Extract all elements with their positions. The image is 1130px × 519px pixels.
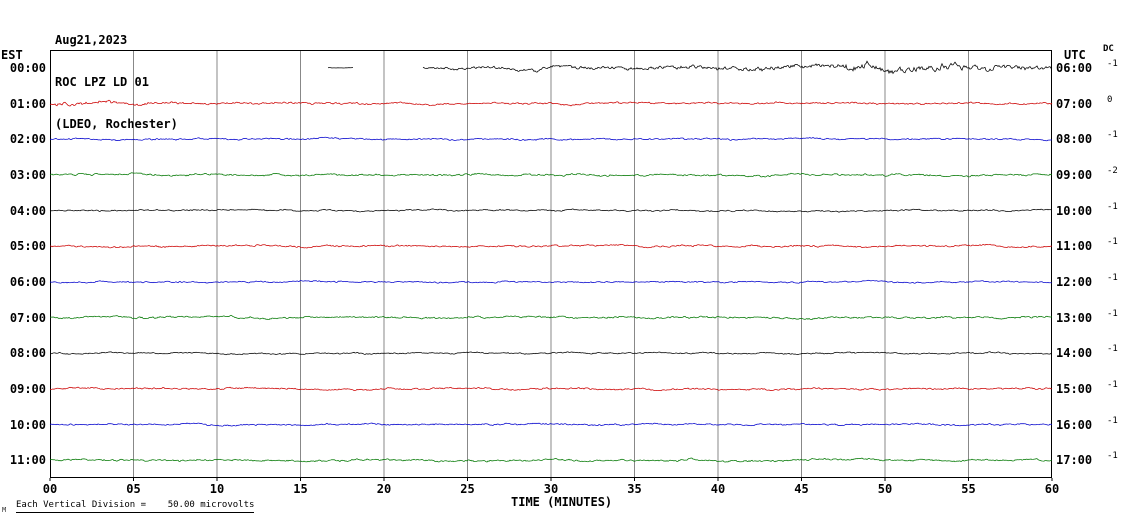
dc-value: -1 <box>1107 272 1118 283</box>
est-time-label: 11:00 <box>9 453 46 468</box>
utc-time-label: 16:00 <box>1056 417 1093 432</box>
corner-mark: M <box>2 506 7 514</box>
x-axis-title: TIME (MINUTES) <box>511 495 613 509</box>
trace-0000 <box>327 60 1053 75</box>
x-tick-label: 30 <box>543 482 559 496</box>
trace-0200 <box>49 136 1053 142</box>
x-tick-label: 15 <box>293 482 308 496</box>
utc-time-label: 17:00 <box>1056 453 1093 468</box>
plot-border <box>50 50 1052 478</box>
scale-note: Each Vertical Division = 50.00 microvolt… <box>16 500 255 513</box>
est-time-label: 01:00 <box>9 96 46 111</box>
utc-time-label: 08:00 <box>1056 132 1093 147</box>
est-time-label: 09:00 <box>9 381 46 396</box>
utc-time-label: 15:00 <box>1056 381 1093 396</box>
est-time-label: 06:00 <box>9 274 46 289</box>
est-time-label: 04:00 <box>9 203 46 218</box>
dc-value: -1 <box>1107 379 1118 390</box>
x-tick-label: 40 <box>710 482 726 496</box>
dc-value: -1 <box>1107 201 1118 212</box>
est-axis-label: EST <box>1 48 23 62</box>
utc-time-label: 07:00 <box>1056 96 1093 111</box>
dc-value: 0 <box>1107 94 1113 105</box>
dc-value: -1 <box>1107 237 1118 248</box>
est-time-label: 05:00 <box>9 239 46 254</box>
est-time-label: 10:00 <box>9 417 46 432</box>
header-date: Aug21,2023 <box>55 33 128 47</box>
utc-axis-label: UTC <box>1064 48 1086 62</box>
dc-value: -1 <box>1107 415 1118 426</box>
trace-0800 <box>49 351 1053 356</box>
trace-0900 <box>49 386 1053 392</box>
est-time-label: 08:00 <box>9 346 46 361</box>
x-tick-label: 55 <box>961 482 976 496</box>
utc-time-label: 10:00 <box>1056 203 1093 218</box>
trace-1100 <box>49 457 1053 463</box>
x-tick-label: 10 <box>209 482 225 496</box>
utc-time-label: 06:00 <box>1056 60 1093 75</box>
trace-0500 <box>49 243 1053 249</box>
dc-value: -2 <box>1107 165 1118 176</box>
trace-0600 <box>49 279 1053 284</box>
trace-0300 <box>49 172 1053 178</box>
x-tick-label: 45 <box>794 482 809 496</box>
trace-1000 <box>49 422 1053 427</box>
dc-value: -1 <box>1107 344 1118 355</box>
est-time-label: 07:00 <box>9 310 46 325</box>
dc-value: -1 <box>1107 58 1118 69</box>
plot-header: Aug21,2023 ROC LPZ LD 01 (LDEO, Rocheste… <box>55 5 178 159</box>
dc-value: -1 <box>1107 308 1118 319</box>
x-tick-label: 05 <box>126 482 141 496</box>
utc-time-label: 12:00 <box>1056 274 1093 289</box>
utc-time-label: 13:00 <box>1056 310 1093 325</box>
est-time-label: 00:00 <box>9 60 46 75</box>
x-tick-label: 00 <box>42 482 58 496</box>
x-tick-label: 20 <box>376 482 392 496</box>
x-tick-label: 60 <box>1044 482 1060 496</box>
utc-time-label: 11:00 <box>1056 239 1093 254</box>
trace-0100 <box>49 99 1053 107</box>
header-station-location: (LDEO, Rochester) <box>55 117 178 131</box>
trace-0400 <box>49 208 1053 213</box>
x-tick-label: 35 <box>627 482 642 496</box>
est-time-label: 03:00 <box>9 167 46 182</box>
dc-value: -1 <box>1107 451 1118 462</box>
x-tick-label: 25 <box>460 482 475 496</box>
trace-0700 <box>49 314 1053 321</box>
x-tick-label: 50 <box>877 482 893 496</box>
utc-time-label: 14:00 <box>1056 346 1093 361</box>
dc-column-label: DC <box>1103 44 1114 54</box>
header-station-id: ROC LPZ LD 01 <box>55 75 149 89</box>
dc-value: -1 <box>1107 130 1118 141</box>
est-time-label: 02:00 <box>9 132 46 147</box>
utc-time-label: 09:00 <box>1056 167 1093 182</box>
